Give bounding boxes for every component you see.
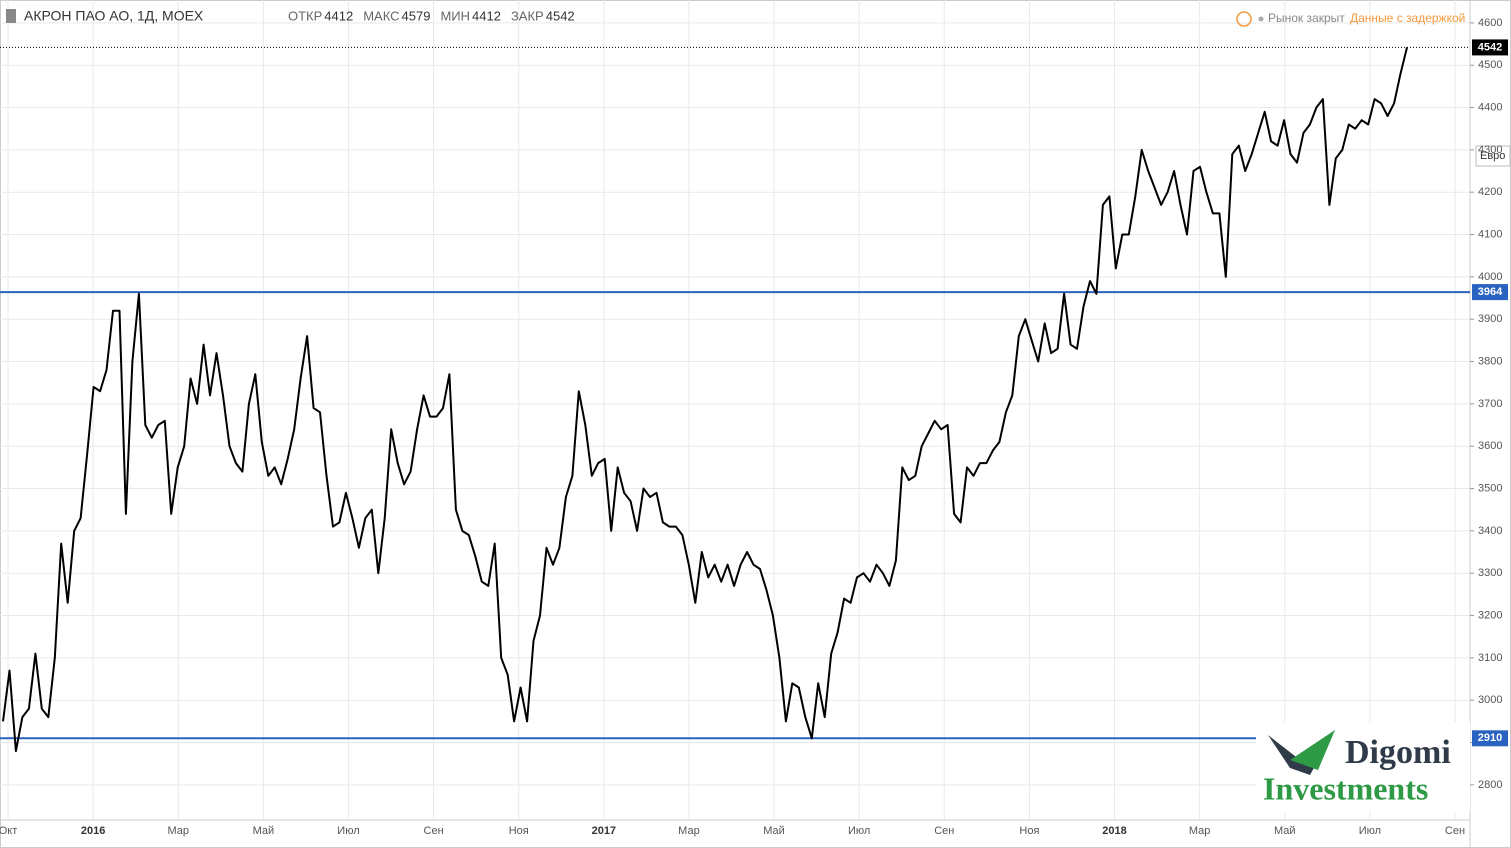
- symbol-icon: [6, 9, 16, 23]
- x-tick-label: Ноя: [1019, 825, 1039, 837]
- y-tick-label: 3300: [1478, 567, 1502, 579]
- y-tick-label: 3600: [1478, 440, 1502, 452]
- x-tick-label: Сен: [424, 825, 444, 837]
- delay-note: Данные с задержкой: [1350, 11, 1465, 25]
- watermark-line: Digomi: [1345, 734, 1451, 771]
- level-label: 3964: [1478, 286, 1503, 298]
- x-tick-label: Окт: [0, 825, 17, 837]
- ohlc-value: 4412: [324, 8, 353, 23]
- y-tick-label: 3200: [1478, 609, 1502, 621]
- level-label-bg: [1472, 284, 1508, 301]
- x-tick-label: Май: [763, 825, 785, 837]
- x-tick-label: Ноя: [509, 825, 529, 837]
- y-tick-label: 3000: [1478, 694, 1502, 706]
- y-tick-label: 3500: [1478, 482, 1502, 494]
- chart-title: АКРОН ПАО АО, 1Д, MOEX: [24, 8, 204, 24]
- currency-box: [1475, 145, 1511, 167]
- x-tick-label: Сен: [934, 825, 954, 837]
- x-tick-label: Мар: [167, 825, 189, 837]
- x-tick-label: 2016: [81, 825, 105, 837]
- currency: Евро: [1480, 150, 1505, 162]
- x-tick-label: Сен: [1445, 825, 1465, 837]
- status-dot: [1258, 16, 1264, 22]
- y-tick-label: 4100: [1478, 228, 1502, 240]
- y-tick-label: 3700: [1478, 398, 1502, 410]
- warning-icon: [1236, 11, 1252, 27]
- y-tick-label: 3100: [1478, 652, 1502, 664]
- x-tick-label: Июл: [1359, 825, 1381, 837]
- watermark-line: Investments: [1263, 770, 1428, 806]
- y-tick-label: 4500: [1478, 59, 1502, 71]
- y-tick-label: 3400: [1478, 525, 1502, 537]
- price-line: [2, 47, 1408, 752]
- ohlc-value: 4412: [472, 8, 501, 23]
- ohlc-value: 4542: [546, 8, 575, 23]
- y-tick-label: 4200: [1478, 186, 1502, 198]
- level-label: 2910: [1478, 732, 1502, 744]
- x-tick-label: Май: [1274, 825, 1296, 837]
- x-tick-label: 2018: [1102, 825, 1126, 837]
- watermark: Digomi Investments: [1256, 722, 1470, 812]
- y-tick-label: 3900: [1478, 313, 1502, 325]
- ohlc-label: МАКС: [363, 8, 399, 23]
- watermark-logo-leaf: [1290, 730, 1335, 770]
- y-tick-label: 4000: [1478, 271, 1502, 283]
- x-tick-label: Июл: [848, 825, 870, 837]
- x-tick-label: Мар: [678, 825, 700, 837]
- ohlc-value: 4579: [402, 8, 431, 23]
- y-tick-label: 2800: [1478, 779, 1502, 791]
- y-tick-label: 4300: [1478, 144, 1502, 156]
- x-tick-label: 2017: [592, 825, 616, 837]
- ohlc-label: МИН: [440, 8, 470, 23]
- y-tick-label: 3800: [1478, 355, 1502, 367]
- x-tick-label: Июл: [337, 825, 359, 837]
- ohlc-label: ОТКР: [288, 8, 322, 23]
- ohlc-label: ЗАКР: [511, 8, 544, 23]
- y-tick-label: 4400: [1478, 101, 1502, 113]
- y-tick-label: 4600: [1478, 17, 1502, 29]
- x-tick-label: Мар: [1189, 825, 1211, 837]
- x-tick-label: Май: [253, 825, 275, 837]
- market-status: Рынок закрыт: [1268, 11, 1345, 25]
- last-price-label: 4542: [1478, 41, 1502, 53]
- last-price-bg: [1472, 39, 1508, 56]
- level-label-bg: [1472, 730, 1508, 747]
